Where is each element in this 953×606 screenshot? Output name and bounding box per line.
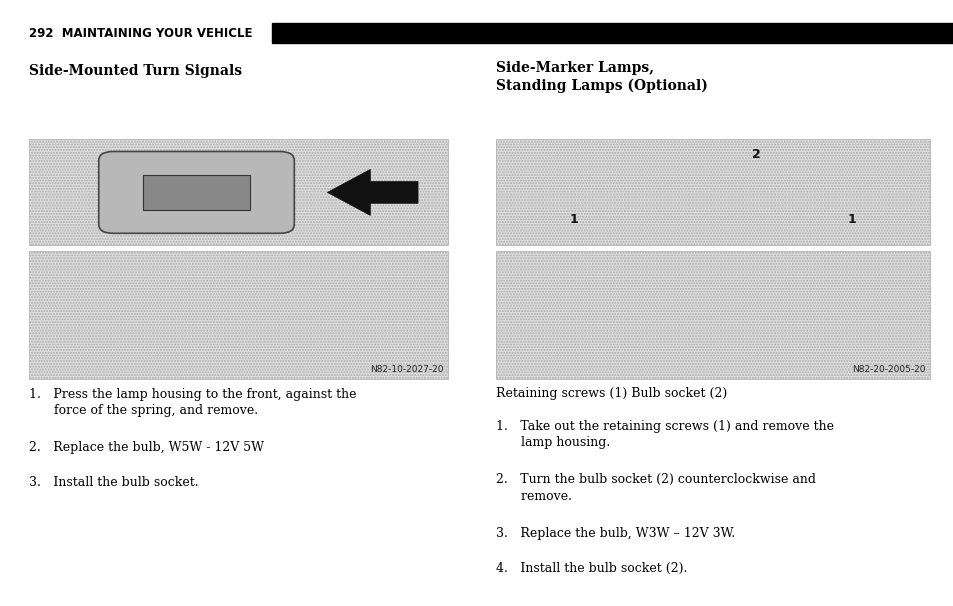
Text: 1.  Press the lamp housing to the front, against the
    force of the spring, an: 1. Press the lamp housing to the front, … — [29, 388, 355, 418]
Text: 1.  Take out the retaining screws (1) and remove the
    lamp housing.: 1. Take out the retaining screws (1) and… — [496, 420, 833, 450]
Text: 292  MAINTAINING YOUR VEHICLE: 292 MAINTAINING YOUR VEHICLE — [29, 27, 252, 39]
Bar — [496, 139, 929, 245]
Text: 2.  Turn the bulb socket (2) counterclockwise and
    remove.: 2. Turn the bulb socket (2) counterclock… — [496, 473, 815, 503]
Text: 3.  Install the bulb socket.: 3. Install the bulb socket. — [29, 476, 198, 489]
Polygon shape — [327, 169, 417, 216]
Text: 4.  Install the bulb socket (2).: 4. Install the bulb socket (2). — [496, 562, 687, 574]
Text: Side-Mounted Turn Signals: Side-Mounted Turn Signals — [29, 64, 241, 78]
Text: N82-20-2005-20: N82-20-2005-20 — [851, 365, 924, 374]
Text: N82-10-2027-20: N82-10-2027-20 — [370, 365, 443, 374]
Bar — [29, 251, 448, 379]
Text: 2.  Replace the bulb, W5W - 12V 5W: 2. Replace the bulb, W5W - 12V 5W — [29, 441, 263, 454]
Text: 3.  Replace the bulb, W3W – 12V 3W.: 3. Replace the bulb, W3W – 12V 3W. — [496, 527, 735, 539]
Text: Side-Marker Lamps,
Standing Lamps (Optional): Side-Marker Lamps, Standing Lamps (Optio… — [496, 61, 707, 93]
Bar — [272, 23, 953, 43]
Text: 1: 1 — [847, 213, 856, 227]
Bar — [496, 251, 929, 379]
Text: Retaining screws (1) Bulb socket (2): Retaining screws (1) Bulb socket (2) — [496, 387, 726, 399]
FancyBboxPatch shape — [99, 152, 294, 233]
Bar — [143, 175, 250, 210]
Bar — [29, 139, 448, 245]
Text: 2: 2 — [751, 148, 760, 161]
Text: 1: 1 — [569, 213, 578, 227]
